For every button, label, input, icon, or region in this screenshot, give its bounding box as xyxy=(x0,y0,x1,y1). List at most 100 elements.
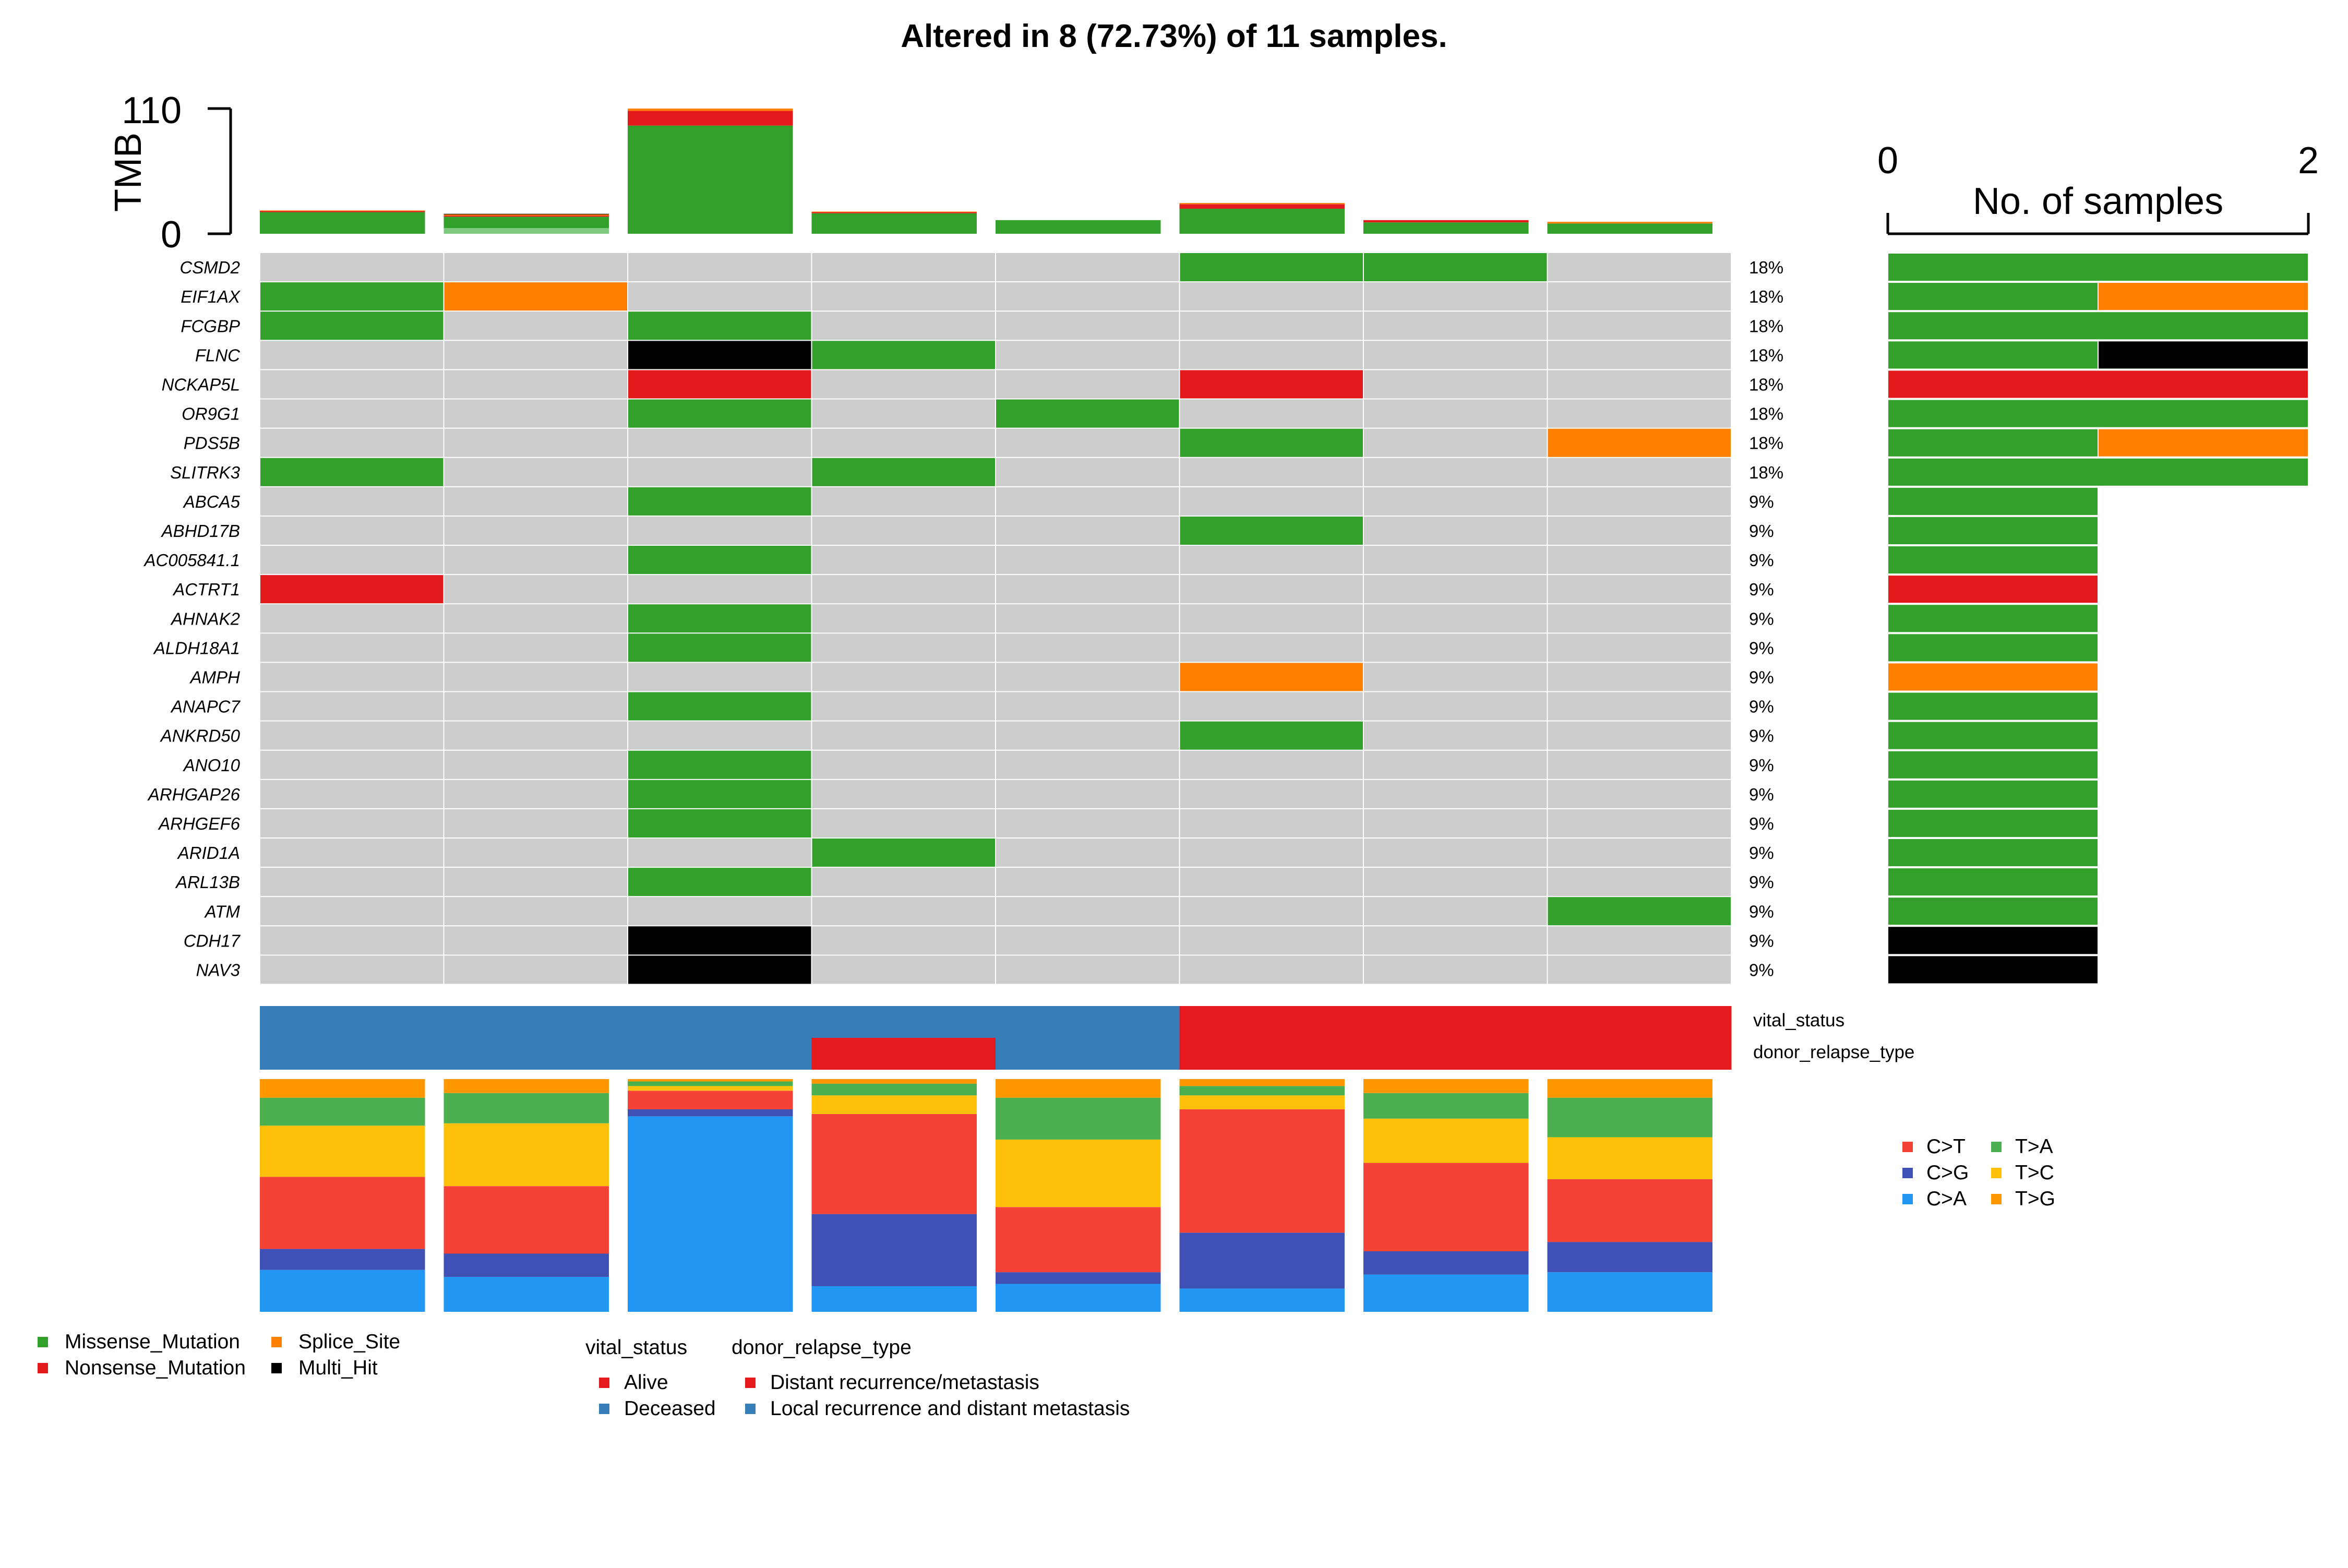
cell-amph-3 xyxy=(628,663,811,691)
titv-legend-label: C>G xyxy=(1926,1162,1969,1184)
cell-atm-8 xyxy=(1548,897,1731,926)
cell-csmd2-3 xyxy=(628,253,811,282)
gene-bar-abca5-missense-mutation xyxy=(1887,486,2099,516)
tmb-tick-max: 110 xyxy=(122,90,182,131)
tmb-axis: TMB 110 0 xyxy=(107,90,232,256)
clinical-legend-swatch xyxy=(745,1378,756,1388)
cell-ano10-5 xyxy=(996,750,1179,779)
cell-abca5-6 xyxy=(1180,487,1363,516)
annot-donor-relapse-type-7 xyxy=(1363,1038,1548,1070)
clinical-legend-items: Alive Deceased Distant recurrence/metastas… xyxy=(599,1371,1130,1420)
titv-segment-3-TtoA xyxy=(628,1081,793,1086)
titv-segment-7-TtoA xyxy=(1363,1093,1529,1119)
gene-percentage: 18% xyxy=(1749,258,1783,277)
cell-abhd17b-3 xyxy=(628,516,811,545)
cell-pds5b-6 xyxy=(1180,428,1363,457)
tmb-axis-label: TMB xyxy=(107,133,149,212)
cell-fcgbp-6 xyxy=(1180,312,1363,340)
gene-label: CDH17 xyxy=(184,931,241,950)
cell-csmd2-1 xyxy=(260,253,444,282)
gene-bar-tick-max: 2 xyxy=(2298,140,2319,182)
annot-donor-relapse-type-1 xyxy=(260,1038,444,1070)
titv-segment-1-CtoA xyxy=(260,1270,425,1312)
cell-fcgbp-4 xyxy=(812,312,995,340)
cell-ahnak2-6 xyxy=(1180,604,1363,633)
gene-bar-ac005841.1-missense-mutation xyxy=(1887,545,2099,575)
cell-arhgap26-8 xyxy=(1548,780,1731,808)
titv-segment-3-CtoG xyxy=(628,1109,793,1117)
titv-segment-7-TtoG xyxy=(1363,1079,1529,1093)
cell-arl13b-3 xyxy=(628,868,811,896)
titv-segment-4-TtoG xyxy=(811,1079,977,1084)
cell-abca5-1 xyxy=(260,487,444,516)
titv-segment-4-CtoG xyxy=(811,1214,977,1286)
cell-ahnak2-1 xyxy=(260,604,444,633)
cell-arid1a-4 xyxy=(812,839,995,867)
gene-label: ACTRT1 xyxy=(172,580,240,599)
gene-percentage: 9% xyxy=(1749,843,1774,863)
cell-cdh17-5 xyxy=(996,926,1179,955)
tmb-bar-segment-4-splice-site xyxy=(811,211,977,212)
cell-actrt1-2 xyxy=(444,575,627,604)
gene-label: EIF1AX xyxy=(181,287,241,306)
cell-pds5b-2 xyxy=(444,428,627,457)
cell-ac005841.1-7 xyxy=(1364,546,1547,574)
gene-bar-cdh17-multi-hit xyxy=(1887,926,2099,955)
cell-slitrk3-8 xyxy=(1548,458,1731,486)
cell-atm-5 xyxy=(996,897,1179,926)
cell-flnc-1 xyxy=(260,341,444,369)
gene-percentage: 18% xyxy=(1749,316,1783,336)
cell-arhgap26-1 xyxy=(260,780,444,808)
gene-bar-axis-title: No. of samples xyxy=(1973,181,2223,222)
cell-csmd2-7 xyxy=(1364,253,1547,282)
titv-segment-4-CtoA xyxy=(811,1286,977,1312)
cell-ano10-4 xyxy=(812,750,995,779)
cell-or9g1-2 xyxy=(444,399,627,428)
titv-segment-2-CtoG xyxy=(444,1253,609,1277)
cell-arid1a-1 xyxy=(260,839,444,867)
cell-arhgap26-4 xyxy=(812,780,995,808)
cell-anapc7-6 xyxy=(1180,692,1363,721)
titv-segment-2-CtoA xyxy=(444,1277,609,1312)
cell-arl13b-2 xyxy=(444,868,627,896)
legend-title-vital-status: vital_status xyxy=(585,1336,687,1359)
cell-ankrd50-6 xyxy=(1180,721,1363,750)
annot-donor-relapse-type-6 xyxy=(1179,1038,1364,1070)
cell-ahnak2-4 xyxy=(812,604,995,633)
gene-percentage: 18% xyxy=(1749,404,1783,424)
oncoprint-grid xyxy=(260,253,1731,984)
annot-vital-status-7 xyxy=(1363,1006,1548,1038)
cell-eif1ax-1 xyxy=(260,282,444,311)
cell-or9g1-4 xyxy=(812,399,995,428)
tmb-bar-segment-1-splice-site xyxy=(260,210,425,211)
cell-pds5b-4 xyxy=(812,428,995,457)
cell-ahnak2-7 xyxy=(1364,604,1547,633)
gene-bar-arl13b-missense-mutation xyxy=(1887,867,2099,897)
gene-percentage: 9% xyxy=(1749,756,1774,775)
titv-segment-6-CtoG xyxy=(1179,1232,1345,1289)
cell-csmd2-6 xyxy=(1180,253,1363,282)
gene-percentage: 9% xyxy=(1749,960,1774,979)
cell-csmd2-2 xyxy=(444,253,627,282)
gene-percentage: 18% xyxy=(1749,375,1783,394)
cell-ahnak2-3 xyxy=(628,604,811,633)
titv-segment-7-TtoC xyxy=(1363,1118,1529,1163)
titv-segment-3-TtoC xyxy=(628,1086,793,1091)
cell-arid1a-6 xyxy=(1180,839,1363,867)
titv-segment-6-TtoG xyxy=(1179,1079,1345,1086)
annot-vital-status-4 xyxy=(811,1006,996,1038)
gene-bar-nckap5l-nonsense-mutation xyxy=(1887,369,2309,399)
tmb-bar-segment-2-nonsense-mutation xyxy=(444,216,609,217)
cell-atm-2 xyxy=(444,897,627,926)
gene-bar-csmd2-missense-mutation xyxy=(1887,253,2309,282)
tmb-bar-segment-7-nonsense-mutation xyxy=(1363,220,1529,223)
gene-bar-abhd17b-missense-mutation xyxy=(1887,516,2099,546)
titv-segment-6-CtoA xyxy=(1179,1288,1345,1312)
gene-percentage: 9% xyxy=(1749,697,1774,716)
cell-arhgef6-3 xyxy=(628,809,811,837)
cell-eif1ax-7 xyxy=(1364,282,1547,311)
gene-bar-ankrd50-missense-mutation xyxy=(1887,721,2099,750)
cell-fcgbp-2 xyxy=(444,312,627,340)
legend-swatch xyxy=(38,1337,48,1347)
variant-classification-legend: Missense_Mutation Splice_Site Nonsense_Mut… xyxy=(38,1331,400,1379)
